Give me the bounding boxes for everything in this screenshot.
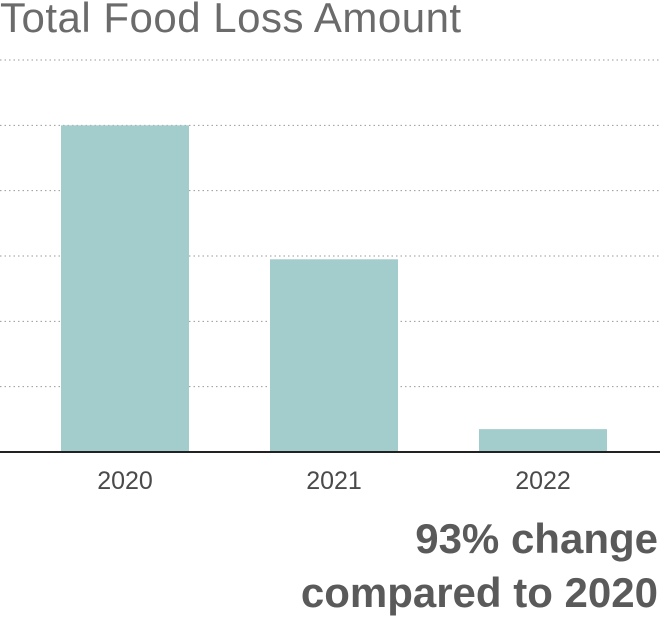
- gridlines: [0, 59, 660, 388]
- bar-2022: [479, 429, 607, 452]
- x-tick-label-2021: 2021: [306, 467, 362, 495]
- x-tick-label-2020: 2020: [97, 467, 153, 495]
- change-annotation: 93% change compared to 2020: [301, 512, 658, 620]
- bars: [61, 125, 607, 452]
- bar-2021: [270, 259, 398, 452]
- annotation-line-1: 93% change: [415, 515, 658, 562]
- x-tick-label-2022: 2022: [515, 467, 571, 495]
- annotation-line-2: compared to 2020: [300, 569, 658, 616]
- bar-2020: [61, 125, 189, 452]
- x-tick-labels: 2020 2021 2022: [97, 467, 571, 495]
- chart-title: Total Food Loss Amount: [0, 0, 462, 41]
